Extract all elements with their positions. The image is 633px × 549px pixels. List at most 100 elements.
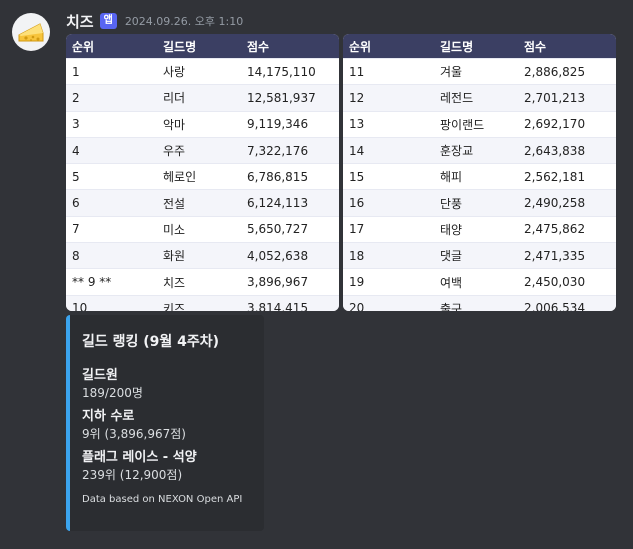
guild-name-cell: 전설 xyxy=(157,189,241,217)
embed-field-members: 길드원 189/200명 xyxy=(82,367,252,402)
ranking-table-right[interactable]: 순위 길드명 점수 11 겨울 2,886,825 12 레전드 2,701,213 13 팡이랜… xyxy=(343,34,616,311)
table-row: 19 여백 2,450,030 xyxy=(343,268,616,296)
ranking-table-left[interactable]: 순위 길드명 점수 1 사랑 14,175,110 2 리더 12,581,937 3 악마 9,1… xyxy=(66,34,339,311)
rank-cell: 12 xyxy=(343,84,434,112)
score-cell: 2,006,534 xyxy=(518,294,616,311)
rank-cell: 11 xyxy=(343,57,434,85)
table-row: 5 헤로인 6,786,815 xyxy=(66,163,339,190)
app-badge: 앱 xyxy=(99,13,117,29)
table-row: 14 훈장교 2,643,838 xyxy=(343,136,616,164)
rank-cell: 7 xyxy=(66,215,157,243)
table-row: 15 해피 2,562,181 xyxy=(343,163,616,190)
table-row: 11 겨울 2,886,825 xyxy=(343,57,616,85)
column-header: 길드명 xyxy=(157,34,241,59)
field-name: 지하 수로 xyxy=(82,409,135,424)
guild-name-cell: 미소 xyxy=(157,215,241,243)
table-row: 1 사랑 14,175,110 xyxy=(66,57,339,85)
field-name: 플래그 레이스 - 석양 xyxy=(82,450,197,465)
embed-field-underground-waterway: 지하 수로 9위 (3,896,967점) xyxy=(82,408,252,443)
timestamp[interactable]: 2024.09.26. 오후 1:10 xyxy=(124,15,244,28)
guild-ranking-embed: 길드 랭킹 (9월 4주차) 길드원 189/200명 지하 수로 9위 (3,… xyxy=(66,315,264,531)
guild-name-cell: 겨울 xyxy=(434,57,518,85)
table-row: ** 9 ** 치즈 3,896,967 xyxy=(66,268,339,296)
score-cell: 12,581,937 xyxy=(241,84,339,112)
table-row: 13 팡이랜드 2,692,170 xyxy=(343,110,616,138)
guild-name-cell: 리더 xyxy=(157,84,241,112)
rank-cell: 16 xyxy=(343,189,434,217)
score-cell: 2,701,213 xyxy=(518,84,616,112)
score-cell: 7,322,176 xyxy=(241,136,339,164)
score-cell: 5,650,727 xyxy=(241,215,339,243)
table-row: 4 우주 7,322,176 xyxy=(66,136,339,164)
column-header: 점수 xyxy=(241,34,339,59)
rank-cell: 5 xyxy=(66,163,157,190)
table-row: 16 단풍 2,490,258 xyxy=(343,189,616,217)
column-header: 순위 xyxy=(343,34,434,59)
embed-title: 길드 랭킹 (9월 4주차) xyxy=(82,334,220,350)
rank-cell: 20 xyxy=(343,294,434,311)
guild-name-cell: 팡이랜드 xyxy=(434,110,518,138)
message-header: 치즈 앱 2024.09.26. 오후 1:10 xyxy=(66,10,243,32)
table-row: 7 미소 5,650,727 xyxy=(66,215,339,243)
table-row: 2 리더 12,581,937 xyxy=(66,84,339,112)
guild-name-cell: 레전드 xyxy=(434,84,518,112)
rank-cell: 10 xyxy=(66,294,157,311)
score-cell: 6,786,815 xyxy=(241,163,339,190)
score-cell: 2,692,170 xyxy=(518,110,616,138)
rank-cell: 2 xyxy=(66,84,157,112)
table-row: 3 악마 9,119,346 xyxy=(66,110,339,138)
rank-cell: 6 xyxy=(66,189,157,217)
score-cell: 6,124,113 xyxy=(241,189,339,217)
score-cell: 4,052,638 xyxy=(241,242,339,269)
score-cell: 2,886,825 xyxy=(518,57,616,85)
table-row: 12 레전드 2,701,213 xyxy=(343,84,616,112)
rank-cell: 8 xyxy=(66,242,157,269)
column-header: 점수 xyxy=(518,34,616,59)
score-cell: 2,562,181 xyxy=(518,163,616,190)
guild-name-cell: 키즈 xyxy=(157,294,241,311)
guild-name-cell: 헤로인 xyxy=(157,163,241,190)
score-cell: 3,896,967 xyxy=(241,268,339,296)
table-row: 17 태양 2,475,862 xyxy=(343,215,616,243)
embed-footer: Data based on NEXON Open API xyxy=(82,494,243,505)
guild-name-cell: 단풍 xyxy=(434,189,518,217)
rank-cell: 18 xyxy=(343,242,434,269)
cheese-icon xyxy=(18,23,44,42)
rank-cell: 1 xyxy=(66,57,157,85)
guild-name-cell: 여백 xyxy=(434,268,518,296)
table-row: 6 전설 6,124,113 xyxy=(66,189,339,217)
guild-name-cell: 댓글 xyxy=(434,242,518,269)
field-value: 189/200명 xyxy=(82,386,143,400)
field-value: 239위 (12,900점) xyxy=(82,468,183,482)
guild-name-cell: 사랑 xyxy=(157,57,241,85)
column-header: 순위 xyxy=(66,34,157,59)
rank-cell: 15 xyxy=(343,163,434,190)
guild-name-cell: 치즈 xyxy=(157,268,241,296)
score-cell: 2,643,838 xyxy=(518,136,616,164)
rank-cell: ** 9 ** xyxy=(66,268,157,296)
guild-name-cell: 태양 xyxy=(434,215,518,243)
rank-cell: 19 xyxy=(343,268,434,296)
score-cell: 2,471,335 xyxy=(518,242,616,269)
rank-cell: 4 xyxy=(66,136,157,164)
table-row: 20 출구 2,006,534 xyxy=(343,294,616,311)
guild-name-cell: 출구 xyxy=(434,294,518,311)
score-cell: 2,475,862 xyxy=(518,215,616,243)
column-header: 길드명 xyxy=(434,34,518,59)
username[interactable]: 치즈 xyxy=(66,12,94,31)
rank-cell: 13 xyxy=(343,110,434,138)
guild-name-cell: 화원 xyxy=(157,242,241,269)
score-cell: 2,490,258 xyxy=(518,189,616,217)
table-row: 8 화원 4,052,638 xyxy=(66,242,339,269)
bot-avatar[interactable] xyxy=(12,13,50,51)
rank-cell: 3 xyxy=(66,110,157,138)
guild-name-cell: 해피 xyxy=(434,163,518,190)
guild-name-cell: 악마 xyxy=(157,110,241,138)
score-cell: 14,175,110 xyxy=(241,57,339,85)
score-cell: 2,450,030 xyxy=(518,268,616,296)
embed-field-flag-race: 플래그 레이스 - 석양 239위 (12,900점) xyxy=(82,449,252,484)
table-row: 18 댓글 2,471,335 xyxy=(343,242,616,269)
guild-name-cell: 훈장교 xyxy=(434,136,518,164)
score-cell: 3,814,415 xyxy=(241,294,339,311)
field-value: 9위 (3,896,967점) xyxy=(82,427,186,441)
